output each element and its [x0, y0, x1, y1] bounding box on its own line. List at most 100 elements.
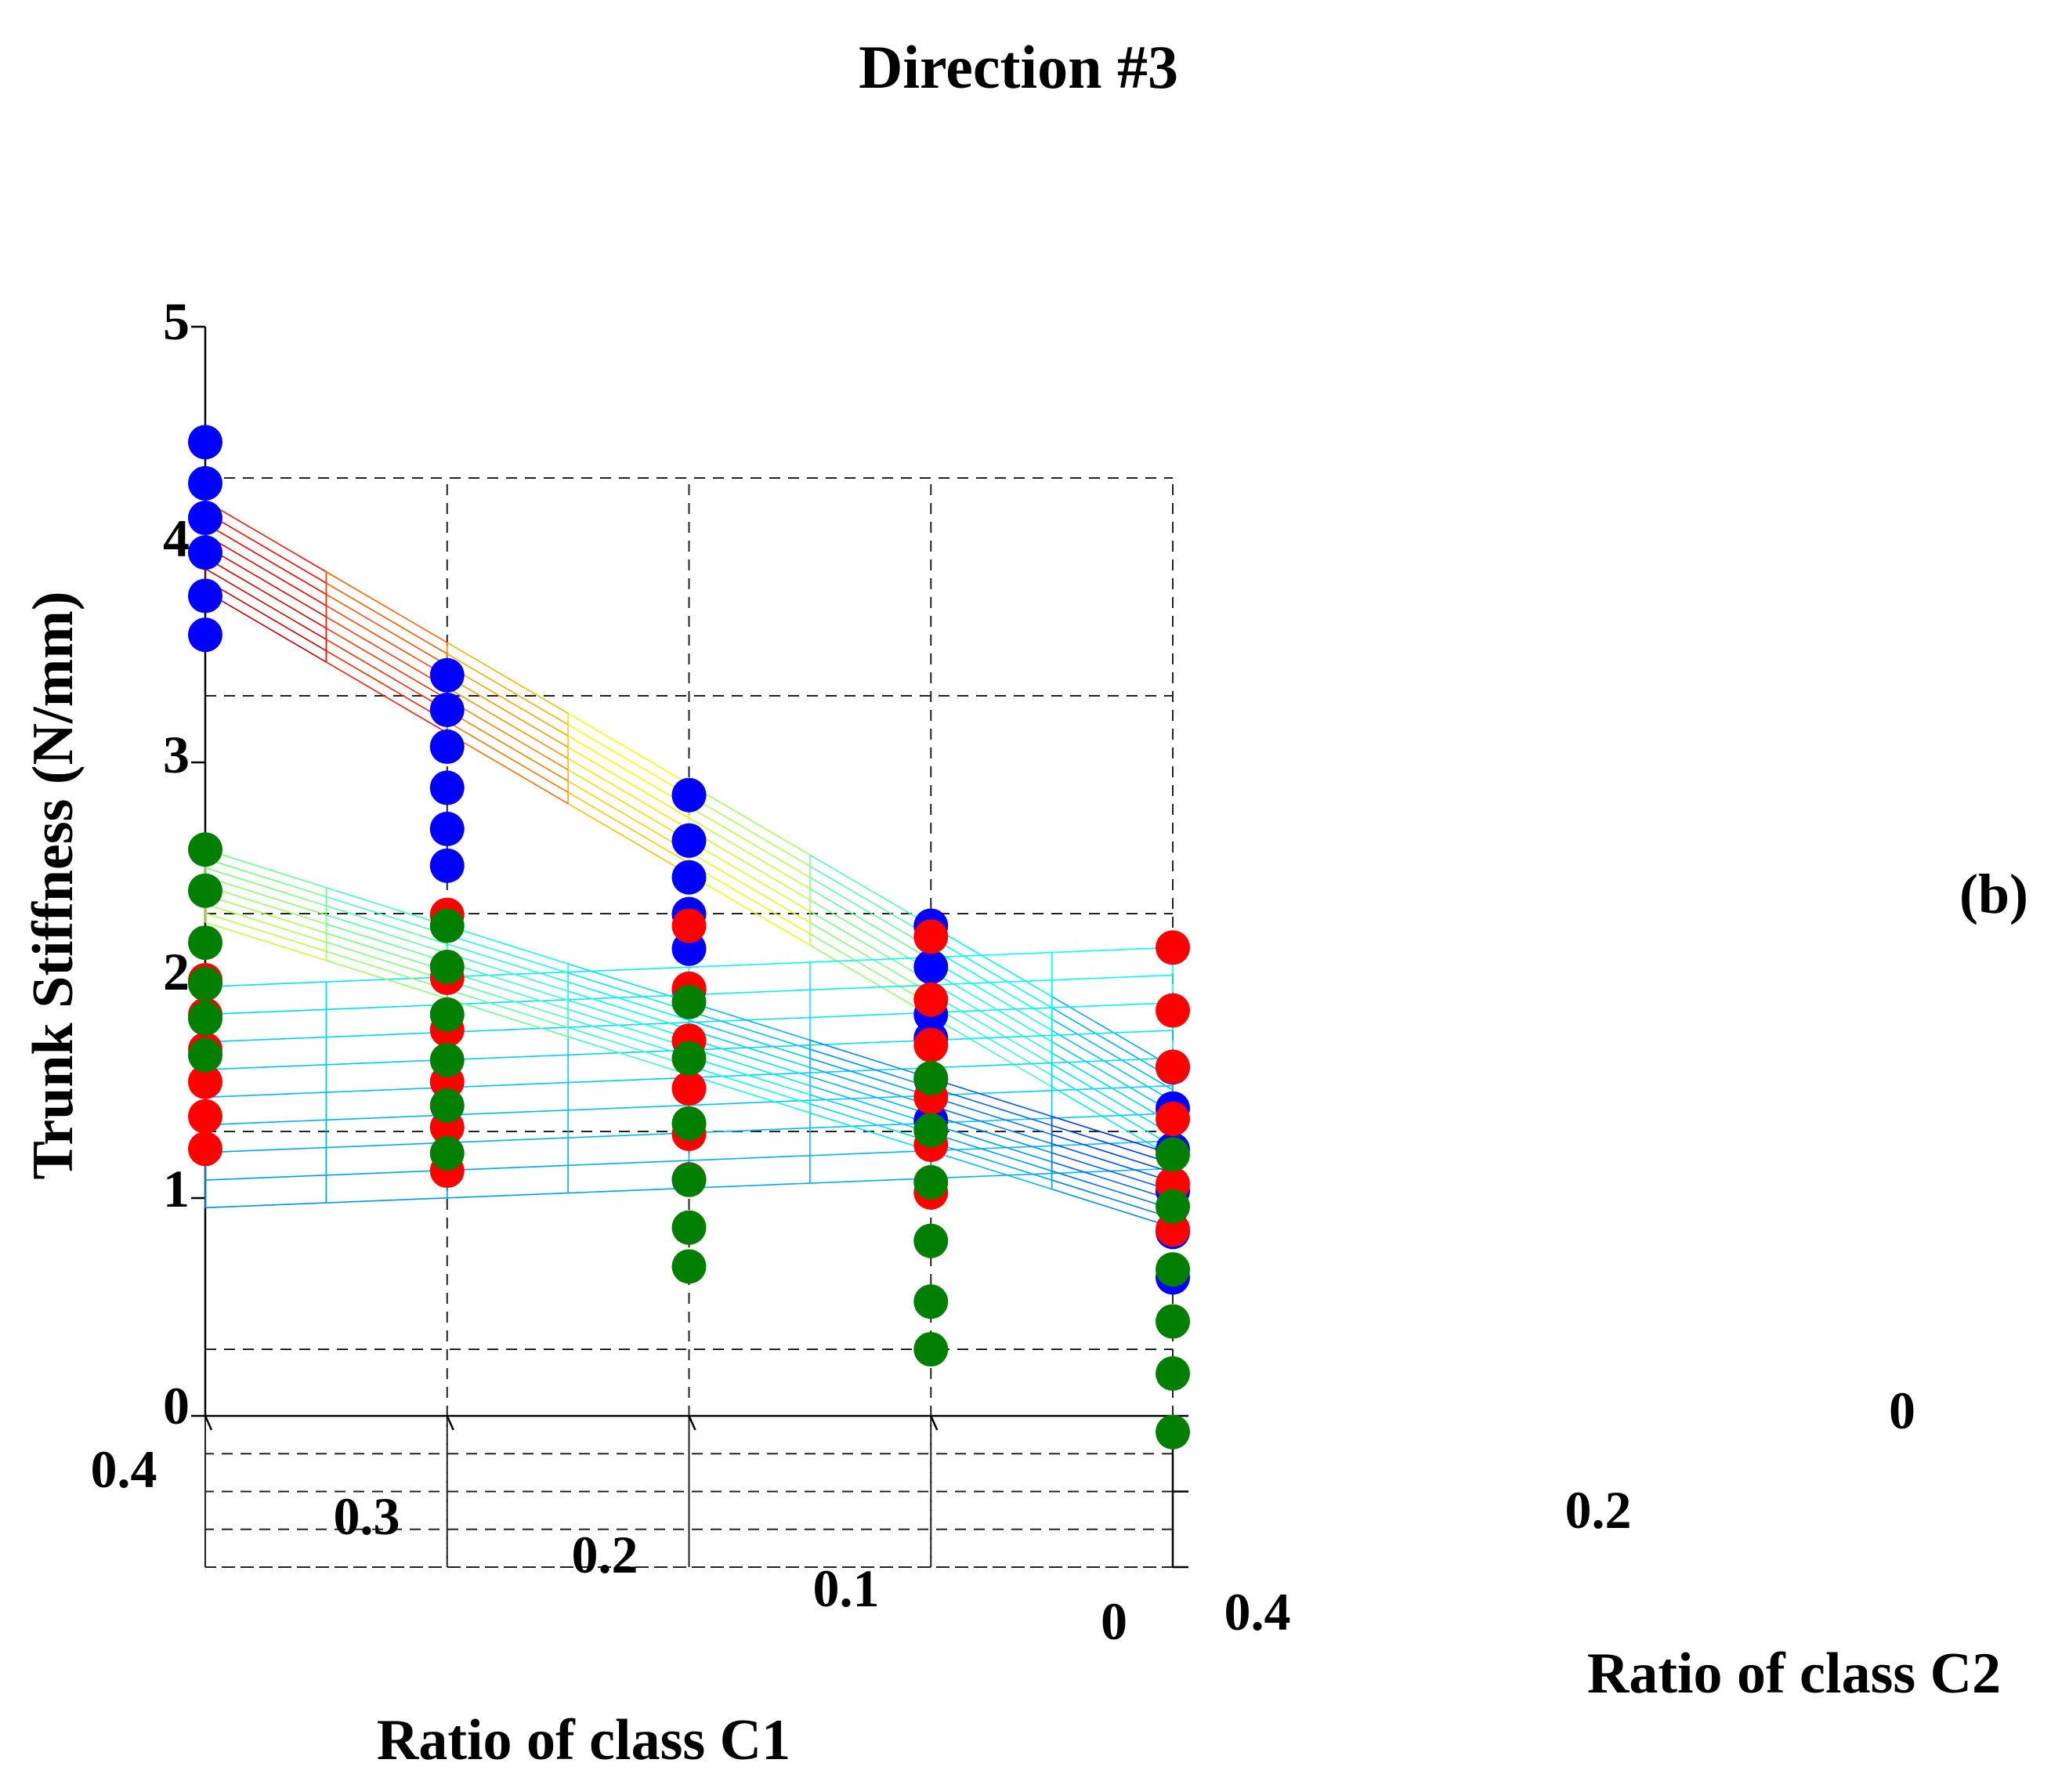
surface-mesh-line: [325, 582, 448, 655]
x-tick-label: 0.1: [813, 1558, 880, 1618]
surface-mesh-line: [809, 854, 931, 927]
y-tick-label: 0.2: [1565, 1480, 1632, 1540]
surface-mesh-line: [809, 900, 931, 972]
surface-mesh-line: [1051, 1134, 1174, 1174]
red-data-point: [188, 1099, 222, 1134]
surface-mesh-line: [809, 888, 931, 961]
surface-mesh-line: [447, 698, 569, 771]
surface-mesh-line: [326, 1114, 447, 1121]
x-tick-mark: [204, 1415, 213, 1431]
surface-mesh-line: [809, 1122, 931, 1129]
surface-mesh-line: [447, 997, 569, 1037]
surface-mesh-line: [204, 903, 327, 943]
surface-mesh-line: [567, 758, 689, 831]
surface-mesh-line: [326, 932, 447, 972]
z-axis-label: Trunk Stiffness (N/mm): [21, 592, 85, 1180]
surface-mesh-line: [567, 1036, 689, 1076]
red-data-point: [913, 1027, 949, 1063]
surface-mesh-line: [689, 1044, 810, 1051]
surface-mesh-line: [204, 568, 327, 640]
surface-mesh-line: [809, 1039, 931, 1046]
green-data-point: [913, 1164, 949, 1200]
tick-labels: 0 1 2 3 4 5 0.4 0.3 0.2 0.1 0 0 0.2 0.4: [91, 291, 1916, 1651]
blue-data-point: [429, 692, 465, 727]
z-tick-label: 2: [163, 942, 190, 1001]
surface-mesh-line: [204, 876, 327, 916]
blue-data-point: [188, 425, 222, 460]
surface-mesh-line: [689, 989, 810, 996]
surface-mesh-line: [326, 887, 447, 927]
surface-mesh-line: [689, 817, 811, 890]
surface-mesh-line: [447, 1081, 569, 1088]
surface-mesh-line: [325, 639, 448, 711]
surface-mesh-line: [809, 1057, 931, 1098]
surface-mesh-line: [567, 769, 689, 842]
surface-mesh-line: [809, 1066, 931, 1073]
surface-mesh-line: [931, 951, 1052, 958]
surface-mesh-line: [931, 1007, 1052, 1014]
surface-mesh-line: [689, 862, 811, 935]
surface-mesh-line: [325, 661, 448, 733]
surface-mesh-line: [204, 858, 327, 898]
surface-mesh-line: [447, 925, 569, 965]
surface-mesh-line: [931, 1034, 1052, 1041]
surface-mesh-line: [809, 1095, 931, 1102]
surface-mesh-line: [204, 1146, 327, 1153]
surface-mesh-line: [689, 1010, 811, 1050]
surface-mesh-line: [689, 1127, 810, 1134]
surface-mesh-line: [204, 894, 327, 934]
surface-mesh-line: [326, 941, 447, 981]
surface-mesh-line: [809, 877, 931, 949]
red-data-point: [188, 1064, 222, 1099]
surface-mesh-line: [447, 1192, 569, 1199]
surface-mesh-line: [204, 534, 327, 606]
x-tick-mark: [688, 1415, 696, 1431]
surface-mesh-line: [1051, 1142, 1174, 1183]
green-data-point: [188, 873, 222, 908]
surface-mesh-line: [809, 1102, 931, 1143]
green-data-point: [188, 832, 222, 867]
surface-mesh-line: [447, 1164, 569, 1171]
surface-mesh-line: [447, 1026, 569, 1034]
surface-mesh-line: [809, 1012, 931, 1019]
blue-data-point: [671, 860, 707, 895]
surface-mesh-line: [1051, 1057, 1174, 1064]
surface-mesh-line: [447, 1110, 569, 1116]
surface-mesh-line: [568, 1131, 689, 1139]
green-data-point: [188, 925, 222, 961]
surface-mesh-line: [204, 921, 327, 961]
surface-mesh-line: [931, 1113, 1052, 1153]
surface-mesh-line: [809, 1094, 931, 1134]
surface-mesh-line: [809, 1066, 931, 1106]
surface-mesh-line: [326, 905, 447, 945]
blue-data-point: [429, 770, 465, 805]
green-data-point: [671, 984, 707, 1019]
surface-mesh-line: [1051, 1018, 1174, 1091]
surface-mesh-line: [447, 934, 569, 974]
surface-mesh-line: [447, 999, 569, 1005]
surface-mesh-line: [809, 944, 931, 1017]
surface-mesh-line: [689, 1037, 811, 1077]
blue-data-point: [188, 617, 222, 653]
z-tick-label: 3: [163, 725, 190, 784]
surface-mesh-line: [689, 1073, 811, 1114]
surface-mesh-line: [447, 675, 569, 748]
surface-mesh-line: [931, 1132, 1052, 1172]
surface-mesh-line: [1051, 1161, 1174, 1201]
surface-mesh-line: [689, 840, 811, 912]
surface-mesh-line: [1051, 1170, 1174, 1210]
green-data-point: [671, 1249, 707, 1284]
surface-mesh-line: [204, 1064, 327, 1070]
blue-data-point: [429, 848, 465, 883]
surface-mesh-line: [326, 914, 447, 954]
blue-data-point: [429, 657, 465, 693]
surface-mesh-line: [931, 1089, 1052, 1096]
surface-mesh-line: [1051, 996, 1174, 1068]
surface-mesh-line: [325, 593, 448, 666]
surface-mesh-line: [1051, 1001, 1174, 1008]
surface-mesh-line: [326, 1059, 447, 1066]
surface-mesh-line: [568, 966, 689, 973]
green-data-point: [1156, 1252, 1190, 1287]
